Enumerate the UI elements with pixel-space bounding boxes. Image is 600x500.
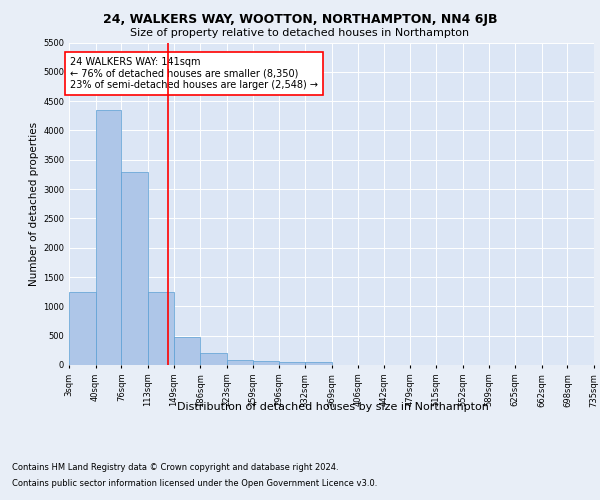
Bar [69,292,95,365]
Text: 24, WALKERS WAY, WOOTTON, NORTHAMPTON, NN4 6JB: 24, WALKERS WAY, WOOTTON, NORTHAMPTON, N… [103,12,497,26]
Bar [174,337,200,365]
Bar [227,360,253,365]
Text: Contains public sector information licensed under the Open Government Licence v3: Contains public sector information licen… [12,478,377,488]
Text: Distribution of detached houses by size in Northampton: Distribution of detached houses by size … [177,402,489,412]
Text: Contains HM Land Registry data © Crown copyright and database right 2024.: Contains HM Land Registry data © Crown c… [12,464,338,472]
Bar [279,362,305,365]
Y-axis label: Number of detached properties: Number of detached properties [29,122,39,286]
Text: 24 WALKERS WAY: 141sqm
← 76% of detached houses are smaller (8,350)
23% of semi-: 24 WALKERS WAY: 141sqm ← 76% of detached… [70,57,318,90]
Text: Size of property relative to detached houses in Northampton: Size of property relative to detached ho… [130,28,470,38]
Bar [95,110,121,365]
Bar [253,361,279,365]
Bar [200,352,227,365]
Bar [148,292,174,365]
Bar [121,172,148,365]
Bar [305,362,331,365]
